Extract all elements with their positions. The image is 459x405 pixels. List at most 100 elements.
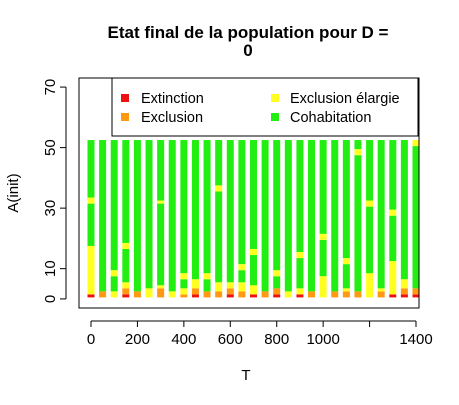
bar-segment — [133, 291, 141, 298]
bar-segment — [284, 291, 292, 298]
bar-segment — [354, 140, 362, 150]
bar-segment — [226, 282, 234, 289]
bar-segment — [87, 245, 95, 295]
bar-segment — [238, 270, 246, 283]
x-tick-label: 800 — [264, 331, 289, 348]
bar-segment — [87, 197, 95, 204]
bar-segment — [203, 140, 211, 274]
bar-segment — [412, 288, 420, 295]
legend-label-cohabitation: Cohabitation — [290, 110, 371, 126]
bar-segment — [226, 288, 234, 295]
bar-segment — [319, 276, 327, 298]
bar-segment — [308, 140, 316, 292]
bar-segment — [377, 288, 385, 292]
bar-stack-t900 — [296, 140, 304, 298]
bar-segment — [377, 140, 385, 289]
bar-segment — [168, 291, 176, 298]
bar-segment — [261, 291, 269, 298]
bar-segment — [296, 294, 304, 298]
bar-stack-t1350 — [400, 140, 408, 298]
y-tick-label: 70 — [42, 79, 59, 96]
bar-segment — [157, 140, 165, 201]
bar-segment — [157, 288, 165, 298]
bar-segment — [296, 252, 304, 259]
bar-segment — [145, 288, 153, 298]
bar-segment — [226, 140, 234, 283]
bar-segment — [412, 140, 420, 147]
bar-segment — [215, 282, 223, 292]
bar-segment — [354, 149, 362, 156]
bar-segment — [284, 140, 292, 292]
y-tick-label: 30 — [42, 200, 59, 217]
bar-stack-t600 — [226, 140, 234, 298]
bar-segment — [377, 291, 385, 298]
bar-segment — [250, 294, 257, 298]
bar-stack-t100 — [110, 140, 118, 298]
bar-segment — [238, 291, 246, 298]
bar-stack-t650 — [238, 140, 246, 298]
bar-stack-t50 — [99, 140, 107, 298]
bar-segment — [250, 140, 257, 249]
bar-segment — [342, 264, 350, 289]
bar-segment — [400, 140, 408, 280]
bar-segment — [122, 242, 130, 249]
bar-segment — [273, 140, 281, 271]
x-tick-label: 400 — [171, 331, 196, 348]
legend-swatch-exclusion — [121, 113, 129, 121]
bar-stack-t700 — [250, 140, 257, 298]
bar-segment — [366, 206, 374, 274]
x-axis-label: T — [241, 367, 250, 384]
bar-segment — [389, 261, 397, 295]
bar-segment — [238, 140, 246, 265]
bar-segment — [191, 140, 199, 280]
bar-stack-t300 — [157, 140, 165, 298]
y-axis: 0 10 30 50 70 — [42, 79, 67, 303]
bar-stack-t400 — [180, 140, 188, 298]
bar-segment — [354, 291, 362, 298]
bar-segment — [342, 140, 350, 259]
bar-segment — [389, 294, 397, 298]
bar-segment — [203, 279, 211, 292]
bar-segment — [250, 248, 257, 256]
bar-segment — [308, 291, 316, 298]
bar-stack-t1250 — [377, 140, 385, 298]
bar-segment — [145, 140, 153, 289]
x-axis: 0 200 400 600 800 1000 1400 — [87, 320, 433, 348]
bar-segment — [110, 276, 118, 292]
bar-segment — [366, 140, 374, 201]
bar-segment — [389, 209, 397, 216]
legend-swatch-cohabitation — [271, 113, 279, 121]
bar-segment — [180, 140, 188, 274]
bar-segment — [122, 294, 130, 298]
legend-label-exclusion-elargie: Exclusion élargie — [290, 91, 400, 107]
bar-segment — [296, 258, 304, 289]
x-tick-label: 200 — [125, 331, 150, 348]
bar-segment — [99, 291, 107, 298]
bar-segment — [191, 294, 199, 298]
bar-segment — [110, 291, 118, 298]
bar-segment — [238, 282, 246, 292]
bar-segment — [215, 185, 223, 192]
bar-stack-t850 — [284, 140, 292, 298]
bar-segment — [122, 140, 130, 243]
bar-stack-t150 — [122, 140, 130, 298]
chart-title-line1: Etat final de la population pour D = — [108, 23, 389, 42]
bar-segment — [110, 140, 118, 271]
bar-stack-t1150 — [354, 140, 362, 298]
bar-segment — [273, 276, 281, 289]
bar-segment — [342, 288, 350, 292]
bar-segment — [87, 294, 95, 298]
bar-segment — [168, 140, 176, 292]
bar-segment — [319, 140, 327, 234]
bar-segment — [122, 288, 130, 295]
bar-segment — [180, 273, 188, 280]
bar-stack-t1200 — [366, 140, 374, 298]
legend-swatch-exclusion-elargie — [271, 94, 279, 102]
bar-segment — [250, 285, 257, 295]
bar-segment — [226, 294, 234, 298]
bar-segment — [412, 146, 420, 289]
legend: Extinction Exclusion élargie Exclusion C… — [111, 77, 419, 137]
bar-segment — [400, 279, 408, 289]
bar-segment — [157, 285, 165, 289]
bar-segment — [296, 288, 304, 295]
